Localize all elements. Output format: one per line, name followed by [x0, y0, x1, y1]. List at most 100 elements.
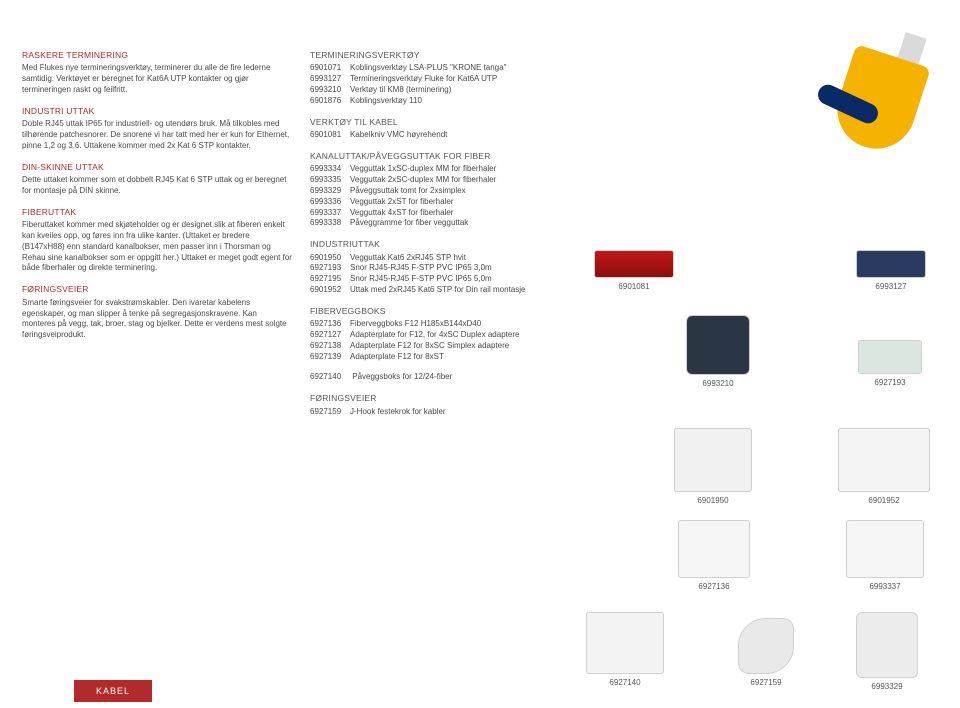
body-foring: Smarte føringsveier for svakstrømskabler…: [22, 298, 292, 341]
heading-fiber: FIBERUTTAK: [22, 207, 292, 218]
page: RASKERE TERMINERING Med Flukes nye termi…: [0, 0, 960, 438]
item-num: 6993210: [310, 85, 350, 96]
item-line: 6901950Vegguttak Kat6 2xRJ45 STP hvit: [310, 253, 548, 264]
product-tile: 6993210: [686, 315, 750, 390]
product-image: [678, 520, 750, 578]
product-image: [838, 428, 930, 492]
item-line: 6901071Koblingsverktøy LSA-PLUS "KRONE t…: [310, 63, 548, 74]
group-3: 6993334Vegguttak 1xSC-duplex MM for fibe…: [310, 164, 548, 229]
product-label: 6993127: [875, 282, 906, 293]
group-title-2: VERKTØY TIL KABEL: [310, 117, 548, 128]
item-line: 6993334Vegguttak 1xSC-duplex MM for fibe…: [310, 164, 548, 175]
termination-tool-illustration: [810, 34, 940, 184]
item-text: Vegguttak 2xSC-duplex MM for fiberhaler: [350, 175, 496, 184]
product-label: 6927140: [609, 678, 640, 689]
heading-foring: FØRINGSVEIER: [22, 284, 292, 295]
product-label: 6901081: [618, 282, 649, 293]
item-text: Adapterplate for F12, for 4xSC Duplex ad…: [350, 330, 519, 339]
product-label: 6927159: [750, 678, 781, 689]
section-tab: KABEL: [74, 680, 152, 702]
product-tile: 6993329: [856, 612, 918, 693]
heading-industri: INDUSTRI UTTAK: [22, 106, 292, 117]
standalone-line: 6927140 Påveggsboks for 12/24-fiber: [310, 372, 548, 383]
column-right: 6901081 6993127 6993210 6927193 6901950 …: [566, 40, 946, 418]
product-image: [738, 618, 794, 674]
item-num: 6927139: [310, 352, 350, 363]
group-2: 6901081Kabelkniv VMC høyrehendt: [310, 130, 548, 141]
product-image: [856, 250, 926, 278]
item-text: Uttak med 2xRJ45 Kat6 STP for Din rail m…: [350, 285, 525, 294]
item-text: Vegguttak 2xST for fiberhaler: [350, 197, 453, 206]
column-left: RASKERE TERMINERING Med Flukes nye termi…: [22, 40, 292, 418]
item-line: 6901876Koblingsverktøy 110: [310, 96, 548, 107]
product-label: 6993329: [871, 682, 902, 693]
product-label: 6993210: [702, 379, 733, 390]
product-label: 6993337: [869, 582, 900, 593]
item-num: 6901071: [310, 63, 350, 74]
item-num: 6993338: [310, 218, 350, 229]
item-num: 6927195: [310, 274, 350, 285]
body-raskere: Med Flukes nye termineringsverktøy, term…: [22, 63, 292, 95]
item-line: 6993337Vegguttak 4xST for fiberhaler: [310, 208, 548, 219]
product-label: 6927136: [698, 582, 729, 593]
item-num: 6927193: [310, 263, 350, 274]
heading-raskere: RASKERE TERMINERING: [22, 50, 292, 61]
product-label: 6901950: [697, 496, 728, 507]
item-text: Vegguttak 1xSC-duplex MM for fiberhaler: [350, 164, 496, 173]
item-line: 6901081Kabelkniv VMC høyrehendt: [310, 130, 548, 141]
product-image: [686, 315, 750, 375]
item-text: Påveggsboks for 12/24-fiber: [352, 372, 452, 381]
item-num: 6927140: [310, 372, 350, 383]
item-text: Vegguttak 4xST for fiberhaler: [350, 208, 453, 217]
item-num: 6927159: [310, 407, 350, 418]
group-title-4: INDUSTRIUTTAK: [310, 239, 548, 250]
product-image: [856, 612, 918, 678]
product-label: 6927193: [874, 378, 905, 389]
product-tile: 6927136: [678, 520, 750, 593]
product-tile: 6927193: [858, 340, 922, 389]
item-num: 6901952: [310, 285, 350, 296]
group-title-3: KANALUTTAK/PÅVEGGSUTTAK FOR FIBER: [310, 151, 548, 162]
item-text: Verktøy til KM8 (terminering): [350, 85, 451, 94]
item-text: Snor RJ45-RJ45 F-STP PVC IP65 5,0m: [350, 274, 492, 283]
group-title-5: FIBERVEGGBOKS: [310, 306, 548, 317]
group-5: 6927136Fiberveggboks F12 H185xB144xD4069…: [310, 319, 548, 362]
product-tile: 6993337: [846, 520, 924, 593]
group-4: 6901950Vegguttak Kat6 2xRJ45 STP hvit692…: [310, 253, 548, 296]
item-num: 6993335: [310, 175, 350, 186]
product-image: [858, 340, 922, 374]
heading-din: DIN-SKINNE UTTAK: [22, 162, 292, 173]
item-text: Vegguttak Kat6 2xRJ45 STP hvit: [350, 253, 466, 262]
item-text: Påveggsuttak tomt for 2xsimplex: [350, 186, 466, 195]
item-text: Adapterplate F12 for 8xSC Simplex adapte…: [350, 341, 509, 350]
item-line: 6927195Snor RJ45-RJ45 F-STP PVC IP65 5,0…: [310, 274, 548, 285]
item-num: 6901081: [310, 130, 350, 141]
item-num: 6901876: [310, 96, 350, 107]
group-title-1: TERMINERINGSVERKTØY: [310, 50, 548, 61]
product-image: [674, 428, 752, 492]
product-image: [594, 250, 674, 278]
item-text: Adapterplate F12 for 8xST: [350, 352, 444, 361]
product-image: [586, 612, 664, 674]
product-image: [846, 520, 924, 578]
product-tile: 6927140: [586, 612, 664, 689]
item-text: Påveggramme for fiber vegguttak: [350, 218, 468, 227]
item-line: 6993338Påveggramme for fiber vegguttak: [310, 218, 548, 229]
group-1: 6901071Koblingsverktøy LSA-PLUS "KRONE t…: [310, 63, 548, 106]
item-num: 6993334: [310, 164, 350, 175]
item-line: 6901952Uttak med 2xRJ45 Kat6 STP for Din…: [310, 285, 548, 296]
body-din: Dette uttaket kommer som et dobbelt RJ45…: [22, 175, 292, 197]
item-num: 6927136: [310, 319, 350, 330]
item-num: 6927138: [310, 341, 350, 352]
item-line: 6927127Adapterplate for F12, for 4xSC Du…: [310, 330, 548, 341]
item-text: J-Hook festekrok for kabler: [350, 407, 446, 416]
item-num: 6901950: [310, 253, 350, 264]
item-line: 6927139Adapterplate F12 for 8xST: [310, 352, 548, 363]
item-line: 6993127Termineringsverktøy Fluke for Kat…: [310, 74, 548, 85]
item-text: Snor RJ45-RJ45 F-STP PVC IP65 3,0m: [350, 263, 492, 272]
item-num: 6993337: [310, 208, 350, 219]
item-line: 6927136Fiberveggboks F12 H185xB144xD40: [310, 319, 548, 330]
item-line: 6993210Verktøy til KM8 (terminering): [310, 85, 548, 96]
product-tile: 6927159: [738, 618, 794, 689]
item-num: 6993127: [310, 74, 350, 85]
